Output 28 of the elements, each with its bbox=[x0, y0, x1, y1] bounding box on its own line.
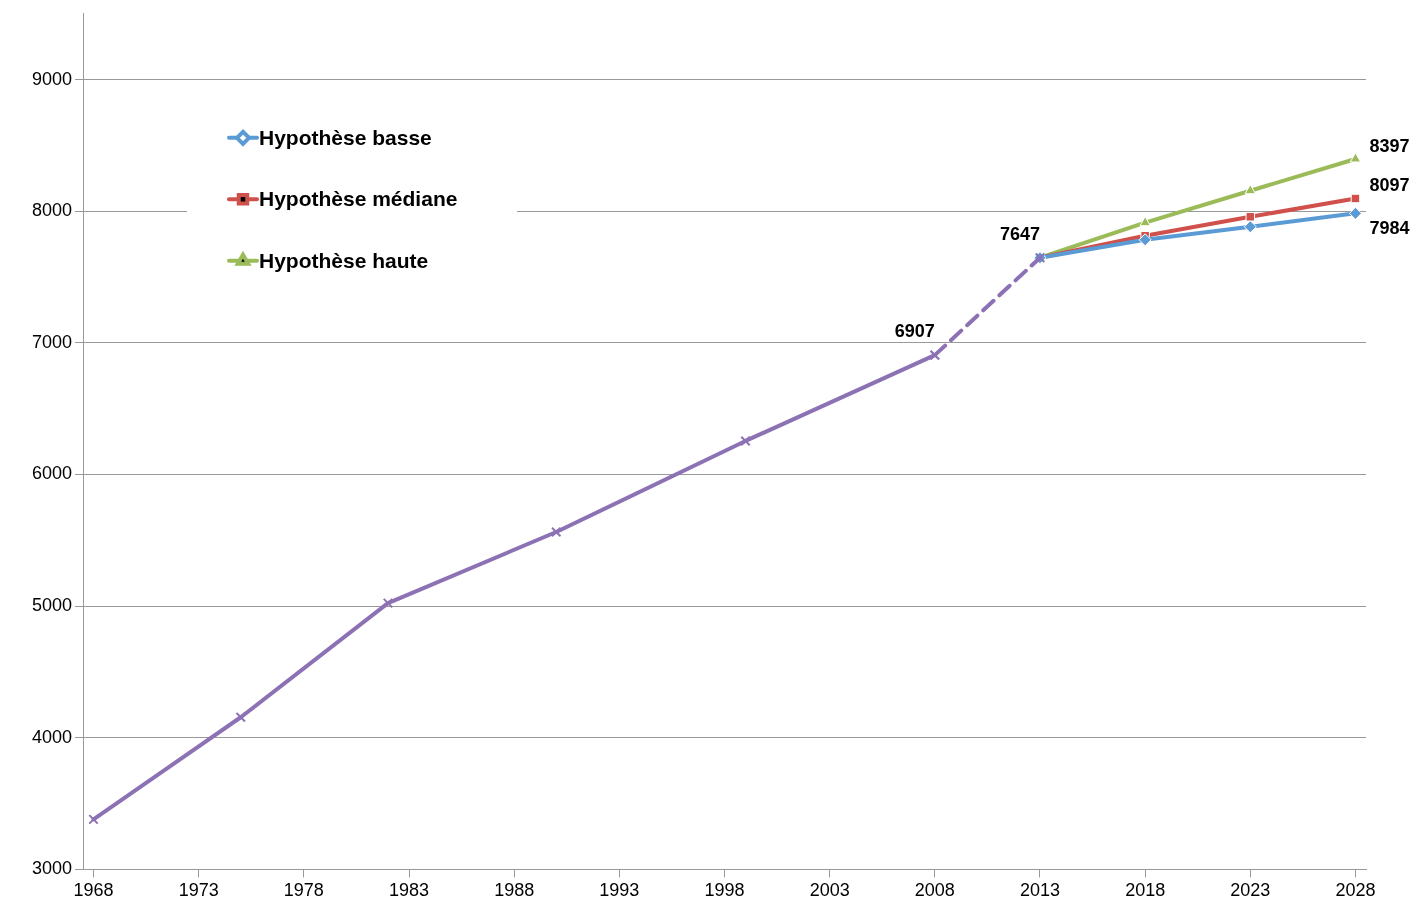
legend-label: Hypothèse haute bbox=[259, 248, 429, 272]
x-tick-label: 2028 bbox=[1335, 880, 1376, 901]
y-tick-label: 3000 bbox=[31, 858, 72, 879]
legend-label: Hypothèse médiane bbox=[259, 187, 458, 211]
x-tick-label: 2003 bbox=[809, 880, 850, 901]
data-label: 8097 bbox=[1369, 175, 1410, 196]
data-label: 6907 bbox=[894, 321, 935, 342]
y-tick-label: 8000 bbox=[31, 200, 72, 221]
x-tick-label: 1993 bbox=[599, 880, 640, 901]
y-tick-label: 6000 bbox=[31, 463, 72, 484]
x-tick-label: 1983 bbox=[388, 880, 430, 901]
y-tick-label: 4000 bbox=[31, 726, 72, 747]
data-label: 7647 bbox=[999, 223, 1040, 244]
x-tick-label: 2023 bbox=[1230, 880, 1271, 901]
x-tick-label: 1978 bbox=[283, 880, 324, 901]
legend-label: Hypothèse basse bbox=[259, 125, 432, 149]
x-tick-label: 1988 bbox=[494, 880, 535, 901]
x-tick-label: 2018 bbox=[1125, 880, 1166, 901]
data-label: 7984 bbox=[1369, 218, 1410, 239]
y-tick-label: 9000 bbox=[31, 68, 72, 89]
x-tick-label: 1968 bbox=[73, 880, 114, 901]
x-tick-label: 2013 bbox=[1019, 880, 1061, 901]
y-tick-label: 5000 bbox=[31, 595, 72, 616]
data-label: 8397 bbox=[1369, 135, 1410, 156]
x-tick-label: 1998 bbox=[704, 880, 745, 901]
x-tick-label: 1973 bbox=[178, 880, 219, 901]
x-tick-label: 2008 bbox=[914, 880, 955, 901]
y-tick-label: 7000 bbox=[31, 331, 72, 352]
